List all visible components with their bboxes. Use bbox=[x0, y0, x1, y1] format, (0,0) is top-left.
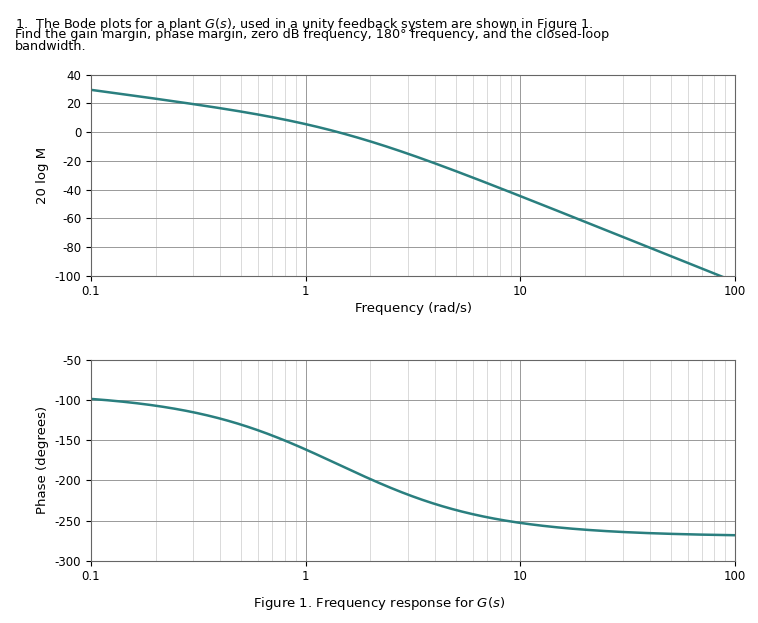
Text: 1.  The Bode plots for a plant $G(s)$, used in a unity feedback system are shown: 1. The Bode plots for a plant $G(s)$, us… bbox=[15, 16, 594, 32]
Text: Find the gain margin, phase margin, zero dB frequency, 180° frequency, and the c: Find the gain margin, phase margin, zero… bbox=[15, 28, 609, 41]
Text: bandwidth.: bandwidth. bbox=[15, 40, 86, 54]
Y-axis label: Phase (degrees): Phase (degrees) bbox=[36, 406, 49, 515]
Y-axis label: 20 log M: 20 log M bbox=[36, 146, 49, 204]
X-axis label: Frequency (rad/s): Frequency (rad/s) bbox=[355, 302, 471, 315]
Text: Figure 1. Frequency response for $G(s)$: Figure 1. Frequency response for $G(s)$ bbox=[253, 596, 505, 612]
